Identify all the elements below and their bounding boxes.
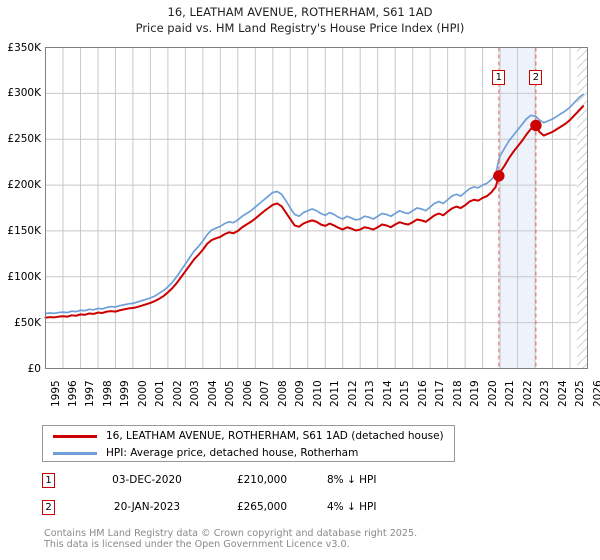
transaction-hpi-delta: 8% ↓ HPI bbox=[327, 474, 377, 486]
hatched-incomplete-region bbox=[577, 47, 588, 369]
x-axis-tick: 2021 bbox=[504, 380, 517, 407]
x-axis-tick: 2023 bbox=[539, 380, 552, 407]
x-axis-tick: 2001 bbox=[154, 380, 167, 407]
transaction-price: £210,000 bbox=[236, 474, 288, 486]
x-axis-tick: 1995 bbox=[49, 380, 62, 407]
x-axis-tick: 2009 bbox=[294, 380, 307, 407]
y-axis-tick: £50K bbox=[14, 316, 41, 329]
x-axis-tick: 2005 bbox=[224, 380, 237, 407]
y-axis-tick: £300K bbox=[7, 87, 41, 100]
marker-callout: 2 bbox=[529, 70, 543, 85]
page-title: 16, LEATHAM AVENUE, ROTHERHAM, S61 1AD P… bbox=[0, 4, 600, 36]
footer-line-licence: This data is licensed under the Open Gov… bbox=[44, 539, 350, 550]
x-axis-tick: 2017 bbox=[434, 380, 447, 407]
x-axis-tick: 2014 bbox=[381, 380, 394, 407]
hpi-line bbox=[44, 93, 584, 315]
legend-item-price-paid: 16, LEATHAM AVENUE, ROTHERHAM, S61 1AD (… bbox=[43, 428, 454, 445]
footer-line-copyright: Contains HM Land Registry data © Crown c… bbox=[44, 528, 418, 539]
y-axis-tick: £0 bbox=[27, 362, 41, 375]
legend-label-price-paid: 16, LEATHAM AVENUE, ROTHERHAM, S61 1AD (… bbox=[106, 430, 444, 442]
transaction-marker-dot bbox=[493, 170, 505, 182]
attribution-footer: Contains HM Land Registry data © Crown c… bbox=[44, 528, 584, 550]
transaction-markers bbox=[493, 119, 542, 182]
marker-callout: 1 bbox=[492, 70, 506, 85]
x-axis-tick: 2006 bbox=[241, 380, 254, 407]
incomplete-data-hatching bbox=[577, 47, 588, 369]
transaction-marker-dot bbox=[530, 119, 542, 132]
x-axis-tick: 2007 bbox=[259, 380, 272, 407]
series-layer bbox=[44, 93, 585, 319]
chart-legend: 16, LEATHAM AVENUE, ROTHERHAM, S61 1AD (… bbox=[42, 425, 455, 462]
x-axis-tick: 2004 bbox=[206, 380, 219, 407]
transaction-date: 20-JAN-2023 bbox=[113, 501, 181, 513]
x-axis-tick: 1999 bbox=[119, 380, 132, 407]
transaction-index-badge: 2 bbox=[42, 500, 55, 515]
legend-swatch-hpi bbox=[53, 452, 97, 455]
transaction-price: £265,000 bbox=[236, 501, 288, 513]
x-axis-tick: 2015 bbox=[399, 380, 412, 407]
hpi-chart: £0 £50K £100K £150K £200K £250K £300K £350K 199… bbox=[7, 41, 600, 408]
x-axis-tick: 2016 bbox=[416, 380, 429, 407]
x-axis-tick: 2000 bbox=[136, 380, 149, 407]
x-axis-tick: 2019 bbox=[469, 380, 482, 407]
transaction-index-badge: 1 bbox=[42, 473, 55, 488]
legend-swatch-price-paid bbox=[53, 435, 97, 438]
x-axis-tick: 2020 bbox=[486, 380, 499, 407]
x-axis-tick: 2002 bbox=[171, 380, 184, 407]
x-axis-tick: 2018 bbox=[451, 380, 464, 407]
x-axis-tick: 1997 bbox=[84, 380, 97, 407]
plot-frame bbox=[45, 47, 588, 369]
x-axis-tick: 1996 bbox=[66, 380, 79, 407]
transaction-hpi-delta: 4% ↓ HPI bbox=[327, 501, 377, 513]
title-subtitle: Price paid vs. HM Land Registry's House … bbox=[135, 21, 465, 35]
chart-canvas bbox=[44, 47, 588, 369]
marker-vertical-lines bbox=[498, 47, 537, 369]
x-axis-tick: 2003 bbox=[189, 380, 202, 407]
y-axis-tick: £150K bbox=[7, 224, 41, 237]
transaction-row: 1 03-DEC-2020 £210,000 8% ↓ HPI bbox=[42, 473, 502, 493]
y-axis-tick: £100K bbox=[7, 270, 41, 283]
x-axis-tick: 2013 bbox=[364, 380, 377, 407]
x-axis-tick: 2024 bbox=[556, 380, 569, 407]
y-axis-tick: £250K bbox=[7, 133, 41, 146]
x-axis-tick: 2012 bbox=[346, 380, 359, 407]
y-axis-tick: £200K bbox=[7, 179, 41, 192]
axis-frame bbox=[45, 47, 588, 369]
legend-label-hpi: HPI: Average price, detached house, Roth… bbox=[106, 447, 359, 459]
x-axis-tick: 1998 bbox=[101, 380, 114, 407]
x-axis-tick: 2011 bbox=[329, 380, 342, 407]
x-axis-tick: 2022 bbox=[521, 380, 534, 407]
title-address: 16, LEATHAM AVENUE, ROTHERHAM, S61 1AD bbox=[167, 5, 433, 19]
y-axis-tick: £350K bbox=[7, 41, 41, 54]
price-paid-line bbox=[44, 105, 585, 319]
x-axis-tick: 2008 bbox=[276, 380, 289, 407]
x-axis-tick: 2010 bbox=[311, 380, 324, 407]
x-axis-tick: 2026 bbox=[591, 380, 600, 407]
transaction-row: 2 20-JAN-2023 £265,000 4% ↓ HPI bbox=[42, 500, 502, 520]
transaction-date: 03-DEC-2020 bbox=[112, 474, 182, 486]
x-axis-tick: 2025 bbox=[574, 380, 587, 407]
legend-item-hpi: HPI: Average price, detached house, Roth… bbox=[43, 445, 454, 462]
